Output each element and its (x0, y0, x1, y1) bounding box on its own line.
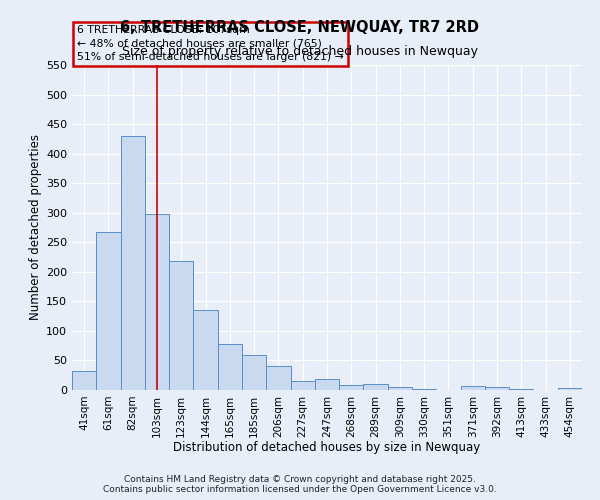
Bar (266, 366, 290, 390)
Bar (72, 371, 96, 390)
Bar (364, 384, 388, 390)
Bar (388, 387, 412, 390)
X-axis label: Distribution of detached houses by size in Newquay: Distribution of detached houses by size … (173, 441, 481, 454)
Text: 6, TRETHERRAS CLOSE, NEWQUAY, TR7 2RD: 6, TRETHERRAS CLOSE, NEWQUAY, TR7 2RD (121, 20, 479, 35)
Text: 6 TRETHERRAS CLOSE: 107sqm
← 48% of detached houses are smaller (765)
51% of sem: 6 TRETHERRAS CLOSE: 107sqm ← 48% of deta… (77, 26, 344, 62)
Text: Contains public sector information licensed under the Open Government Licence v3: Contains public sector information licen… (103, 486, 497, 494)
Y-axis label: Number of detached properties: Number of detached properties (29, 134, 42, 320)
Bar (290, 381, 315, 390)
Bar (193, 310, 218, 390)
Bar (169, 261, 193, 390)
Bar (121, 136, 145, 390)
Bar (96, 232, 121, 390)
Bar (242, 355, 266, 390)
Bar (145, 214, 169, 390)
Bar (218, 344, 242, 390)
Text: Size of property relative to detached houses in Newquay: Size of property relative to detached ho… (122, 45, 478, 58)
Bar (558, 388, 582, 390)
Bar (339, 384, 364, 390)
Bar (412, 389, 436, 390)
Bar (509, 389, 533, 390)
Bar (485, 387, 509, 390)
Bar (461, 386, 485, 390)
Text: Contains HM Land Registry data © Crown copyright and database right 2025.: Contains HM Land Registry data © Crown c… (124, 476, 476, 484)
Bar (315, 380, 339, 390)
